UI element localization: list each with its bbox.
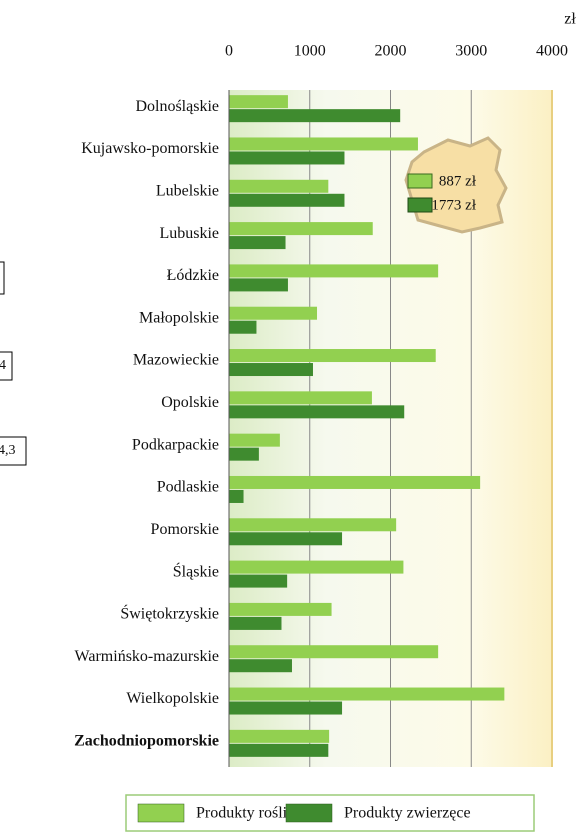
y-tick-label: Mazowieckie [133, 352, 219, 369]
bar [229, 687, 505, 701]
bar [229, 574, 288, 588]
legend-swatch [285, 803, 333, 823]
bar [229, 179, 329, 193]
y-tick-label: Lubelskie [156, 182, 219, 199]
edge-fragment: 4 [0, 358, 6, 373]
bar [229, 137, 418, 151]
bar [229, 433, 280, 447]
bar [229, 391, 372, 405]
x-tick-label: 2000 [375, 43, 407, 60]
bar [229, 278, 288, 292]
bar [229, 151, 345, 165]
x-tick-label: 3000 [455, 43, 487, 60]
inset-swatch [407, 173, 433, 189]
bar [229, 475, 481, 489]
y-tick-label: Pomorskie [151, 521, 219, 538]
y-tick-label: Śląskie [173, 561, 219, 580]
bar [229, 236, 286, 250]
y-tick-label: Warmińsko-mazurskie [75, 648, 219, 665]
bar [229, 349, 436, 363]
y-tick-label: Wielkopolskie [126, 690, 219, 707]
inset-label: 1773 zł [431, 197, 476, 213]
y-tick-label: Łódzkie [167, 267, 219, 284]
inset-label: 887 zł [439, 173, 477, 189]
bar [229, 109, 401, 123]
bar [229, 602, 332, 616]
y-tick-label: Podkarpackie [132, 436, 219, 453]
edge-box [0, 436, 27, 466]
bar [229, 616, 282, 630]
bar [229, 264, 439, 278]
y-tick-label: Opolskie [161, 394, 219, 411]
bar [229, 743, 329, 757]
y-tick-label: Zachodniopomorskie [74, 733, 219, 750]
legend-label: Produkty roślinne [196, 805, 310, 822]
x-tick-label: 4000 [536, 43, 568, 60]
inset-swatch [407, 197, 433, 213]
legend-label: Produkty zwierzęce [344, 805, 471, 822]
y-tick-label: Kujawsko-pomorskie [81, 140, 219, 157]
bar [229, 532, 343, 546]
x-tick-label: 1000 [294, 43, 326, 60]
bar [229, 701, 343, 715]
bar [229, 560, 404, 574]
bar [229, 222, 373, 236]
bar [229, 729, 330, 743]
bar [229, 659, 292, 673]
y-tick-label: Małopolskie [139, 309, 219, 326]
edge-fragment: 4,3 [0, 443, 16, 458]
bar [229, 645, 439, 659]
bar [229, 405, 405, 419]
y-tick-label: Lubuskie [159, 225, 219, 242]
bar [229, 363, 313, 377]
bar [229, 518, 397, 532]
legend-swatch [137, 803, 185, 823]
edge-box [0, 351, 13, 381]
bar [229, 193, 345, 207]
bar [229, 95, 288, 109]
y-tick-label: Świętokrzyskie [120, 604, 219, 623]
inset-map: 887 zł 1773 zł [404, 136, 508, 234]
bar [229, 489, 244, 503]
bar [229, 447, 259, 461]
y-tick-label: Dolnośląskie [135, 98, 219, 115]
bar [229, 306, 318, 320]
edge-box [0, 261, 5, 295]
unit-label: zł [564, 11, 576, 28]
x-tick-label: 0 [225, 43, 233, 60]
y-tick-label: Podlaskie [157, 479, 219, 496]
bar [229, 320, 257, 334]
